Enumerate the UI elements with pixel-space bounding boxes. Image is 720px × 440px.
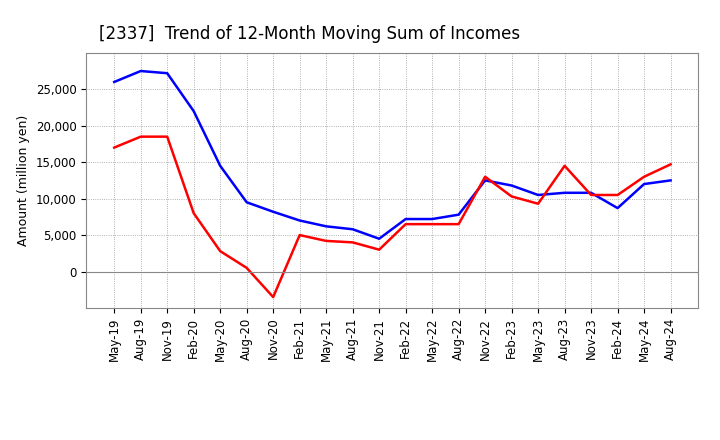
Net Income [560, 163, 569, 169]
Net Income [136, 134, 145, 139]
Ordinary Income [136, 68, 145, 73]
Ordinary Income [428, 216, 436, 222]
Ordinary Income [189, 109, 198, 114]
Net Income [110, 145, 119, 150]
Ordinary Income [454, 212, 463, 217]
Net Income [401, 221, 410, 227]
Net Income [428, 221, 436, 227]
Net Income [454, 221, 463, 227]
Ordinary Income [481, 178, 490, 183]
Net Income [613, 192, 622, 198]
Ordinary Income [640, 181, 649, 187]
Net Income [348, 240, 357, 245]
Net Income [216, 249, 225, 254]
Ordinary Income [216, 163, 225, 169]
Y-axis label: Amount (million yen): Amount (million yen) [17, 115, 30, 246]
Ordinary Income [348, 227, 357, 232]
Net Income [375, 247, 384, 252]
Net Income [189, 211, 198, 216]
Ordinary Income [613, 205, 622, 211]
Ordinary Income [110, 79, 119, 84]
Text: [2337]  Trend of 12-Month Moving Sum of Incomes: [2337] Trend of 12-Month Moving Sum of I… [99, 25, 520, 43]
Net Income [163, 134, 171, 139]
Ordinary Income [666, 178, 675, 183]
Ordinary Income [587, 190, 595, 195]
Ordinary Income [269, 209, 277, 214]
Ordinary Income [401, 216, 410, 222]
Ordinary Income [163, 70, 171, 76]
Net Income [481, 174, 490, 180]
Net Income [295, 232, 304, 238]
Net Income [640, 174, 649, 180]
Net Income [269, 294, 277, 300]
Net Income [666, 162, 675, 167]
Net Income [243, 265, 251, 271]
Net Income [322, 238, 330, 244]
Ordinary Income [534, 192, 542, 198]
Net Income [508, 194, 516, 199]
Net Income [587, 192, 595, 198]
Line: Ordinary Income: Ordinary Income [114, 71, 670, 239]
Ordinary Income [295, 218, 304, 223]
Net Income [534, 201, 542, 206]
Ordinary Income [375, 236, 384, 242]
Ordinary Income [508, 183, 516, 188]
Ordinary Income [243, 200, 251, 205]
Line: Net Income: Net Income [114, 137, 670, 297]
Ordinary Income [560, 190, 569, 195]
Ordinary Income [322, 224, 330, 229]
